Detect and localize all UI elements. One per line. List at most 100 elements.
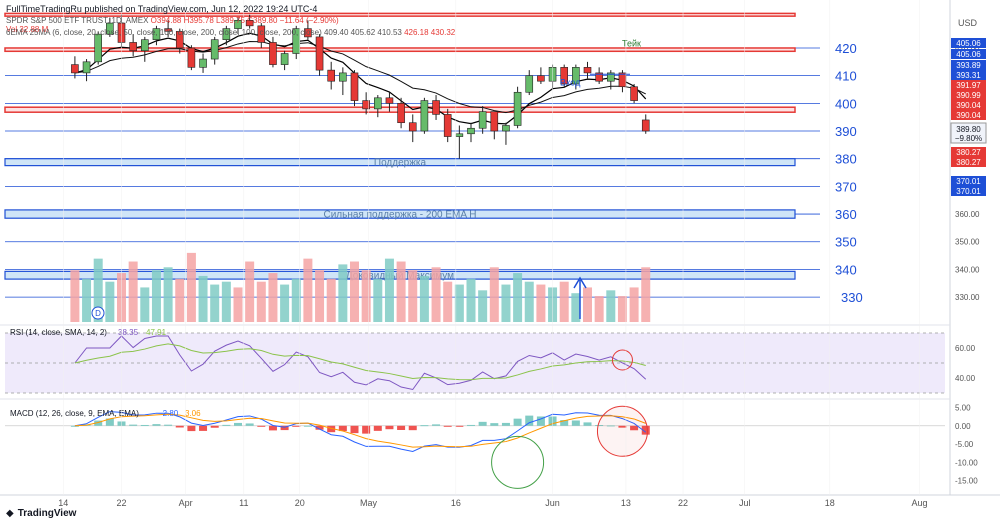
macd-line [74,411,647,453]
candle-body [606,72,615,82]
candle-body [455,133,464,137]
candle-body [280,53,289,65]
volume-bar [93,258,103,322]
macd-histogram-bar [338,425,347,432]
macd-signal-value: 3.06 [185,409,201,418]
volume-bar [151,270,161,322]
price-badge-label: 391.97 [956,81,981,90]
time-tick-label: Apr [179,498,193,508]
volume-bar [140,287,150,322]
currency-label: USD [958,18,978,28]
moving-average-line [74,32,647,125]
price-badge [951,38,986,48]
time-tick-label: Aug [912,498,928,508]
price-tick-label: 420.00 [955,44,980,53]
candle-body [315,36,324,71]
macd-histogram-bar [385,425,394,430]
zone-label: Поддержка [374,158,427,169]
resistance-band [4,47,796,53]
level-label: 410 [835,69,857,84]
candle-body [164,28,172,32]
macd-label: MACD (12, 26, close, 9, EMA, EMA) [10,409,139,418]
macd-histogram-bar [630,425,639,431]
macd-tick-label: -5.00 [955,440,974,449]
volume-bar [361,270,371,322]
volume-bar [396,261,406,322]
macd-bear-circle [596,405,648,457]
macd-histogram-bar [513,418,522,426]
volume-bar [233,287,243,322]
volume-bar [303,258,313,322]
time-tick-label: 22 [678,498,688,508]
ma-value-2: 405.62 [350,28,376,37]
macd-histogram-bar [327,425,336,433]
price-badge [951,186,986,196]
ma-line: 6EMA 25MA (6, close, 20, close, 50, clos… [6,28,455,37]
macd-histogram-bar [618,425,627,428]
macd-histogram-bar [350,425,359,434]
arrow-head [573,276,587,289]
level-label: 350 [835,235,857,250]
level-label: 340 [835,262,857,277]
volume-bar [105,281,115,322]
volume-bar [466,278,476,322]
rsi-line [74,335,647,391]
volume-bar [268,273,278,322]
volume-bar [454,284,464,322]
volume-bar [408,270,418,322]
volume-bar [163,267,173,322]
volume-bar [198,275,208,322]
macd-histogram-bar [210,425,219,428]
price-tick-label: 340.00 [955,265,980,274]
candle-body [467,127,475,135]
footer-brand[interactable]: ◆ TradingView [6,508,76,519]
volume-bar [373,278,383,322]
time-tick-label: May [360,498,378,508]
macd-histogram-bar [245,423,254,426]
last-price-badge [950,122,987,144]
volume-bar [501,284,511,322]
candle-body [94,33,102,63]
price-badge-label: 405.06 [956,39,981,48]
zone-label: Сильная поддержка - 200 EMA H [324,210,477,221]
macd-histogram-bar [455,425,464,427]
zone-rect [4,209,796,219]
candle-body [525,75,534,93]
candle-body [502,125,510,132]
time-tick-label: 16 [451,498,461,508]
price-badge-label: 393.89 [956,61,981,70]
volume-bar [571,293,581,322]
macd-histogram-bar [443,425,452,427]
macd-histogram-bar [490,423,499,426]
price-badge-label: 390.99 [956,91,981,100]
macd-histogram-bar [641,425,650,435]
candle-body [641,119,650,132]
candle-body [71,64,79,74]
volume-bar [443,281,453,322]
candle-body [152,28,161,40]
moving-average-line [74,41,646,114]
candle-body [269,42,277,65]
macd-histogram-bar [362,425,371,434]
brand-label: TradingView [17,508,77,519]
dividend-letter: D [95,309,101,318]
macd-histogram-bar [315,425,324,430]
price-badge [951,49,986,59]
time-tick-label: 11 [239,498,248,508]
candle-body [175,31,184,49]
last-price-label: 389.80 [956,125,981,134]
level-label: 360 [835,207,857,222]
volume-bar [489,267,499,322]
volume-bar [221,281,231,322]
price-badge-label: 370.01 [956,187,981,196]
volume-bar [629,287,639,322]
candle-body [362,100,370,110]
volume-bar [513,273,523,322]
price-badge [951,176,986,186]
candle-body [373,97,382,110]
volume-bar [583,287,592,322]
candle-body [572,67,580,85]
rsi-label: RSI (14, close, SMA, 14, 2) [10,328,107,337]
rsi-tick-label: 40.00 [955,374,976,383]
